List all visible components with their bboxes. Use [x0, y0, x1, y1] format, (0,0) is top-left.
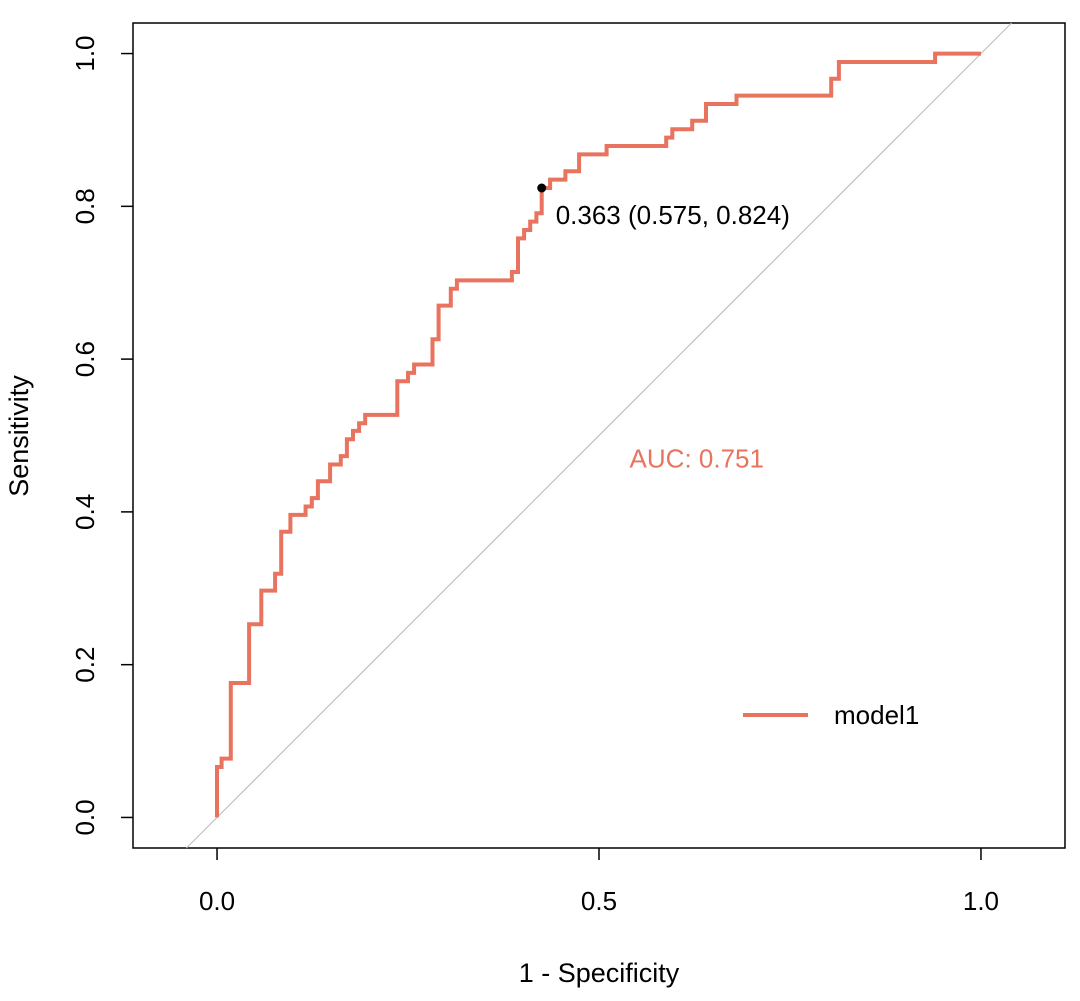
y-tick-label: 0.0 — [70, 799, 100, 835]
y-tick-label: 0.6 — [70, 341, 100, 377]
x-tick-label: 1.0 — [963, 886, 999, 916]
x-axis-title: 1 - Specificity — [519, 958, 680, 988]
x-axis: 0.0 0.5 1.0 — [199, 848, 999, 916]
reference-diagonal-line — [186, 22, 1012, 849]
y-tick-label: 0.2 — [70, 647, 100, 683]
best-threshold-point — [537, 183, 547, 193]
legend-label-model1: model1 — [834, 700, 919, 730]
x-tick-label: 0.5 — [581, 886, 617, 916]
y-tick-label: 0.8 — [70, 188, 100, 224]
y-tick-label: 1.0 — [70, 35, 100, 71]
y-axis-title: Sensitivity — [4, 375, 34, 497]
best-threshold-label: 0.363 (0.575, 0.824) — [556, 200, 790, 230]
roc-curve-model1 — [215, 51, 981, 818]
x-tick-label: 0.0 — [199, 886, 235, 916]
legend: model1 — [743, 700, 919, 730]
auc-label: AUC: 0.751 — [630, 443, 764, 473]
y-tick-label: 0.4 — [70, 494, 100, 530]
y-axis: 0.0 0.2 0.4 0.6 0.8 1.0 — [70, 35, 133, 836]
